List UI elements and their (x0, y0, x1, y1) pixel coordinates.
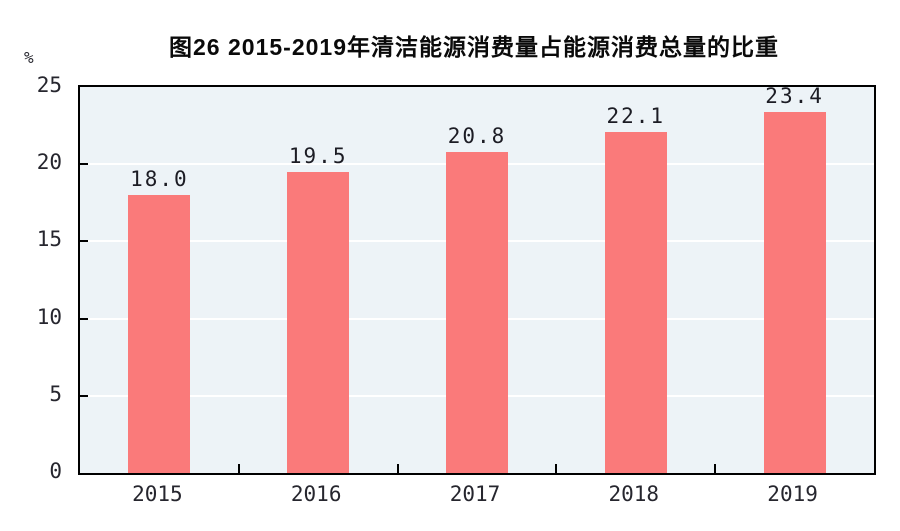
bar-2018 (604, 131, 667, 473)
bar-value-label-2019: 23.4 (765, 83, 824, 108)
bar-2016 (287, 171, 350, 473)
x-axis-label-2016: 2016 (290, 482, 342, 506)
bar-2015 (128, 195, 191, 473)
y-axis-label-20: 20 (36, 150, 62, 175)
bar-value-label-2018: 22.1 (606, 103, 666, 128)
y-axis-label-5: 5 (49, 381, 62, 406)
bar-value-label-2016: 19.5 (288, 143, 348, 168)
y-axis-unit-label: % (24, 48, 34, 67)
y-axis-tick-5 (80, 394, 88, 397)
y-axis-tick-20 (80, 163, 88, 166)
y-axis-label-0: 0 (49, 459, 62, 483)
x-axis-tick-1 (237, 464, 240, 473)
bar-value-label-2017: 20.8 (447, 123, 507, 148)
x-axis-tick-2 (396, 464, 399, 473)
plot-area: 18.0 19.5 20.8 22.1 23.4 (78, 83, 876, 475)
x-axis-label-2018: 2018 (608, 482, 660, 506)
x-axis-tick-3 (555, 464, 558, 473)
chart-title: 图26 2015-2019年清洁能源消费量占能源消费总量的比重 (169, 34, 779, 60)
y-axis-label-10: 10 (36, 304, 62, 329)
y-axis-label-25: 25 (36, 73, 62, 97)
x-axis-label-2017: 2017 (449, 482, 501, 506)
bar-2017 (446, 151, 508, 473)
x-axis-label-2015: 2015 (132, 482, 183, 506)
x-axis-tick-4 (714, 464, 717, 473)
bar-2019 (763, 111, 826, 473)
bar-value-label-2015: 18.0 (130, 167, 189, 192)
x-axis-label-2019: 2019 (767, 482, 818, 506)
y-axis-tick-10 (80, 317, 88, 320)
y-axis-label-15: 15 (36, 227, 62, 252)
y-axis-tick-15 (80, 240, 88, 243)
